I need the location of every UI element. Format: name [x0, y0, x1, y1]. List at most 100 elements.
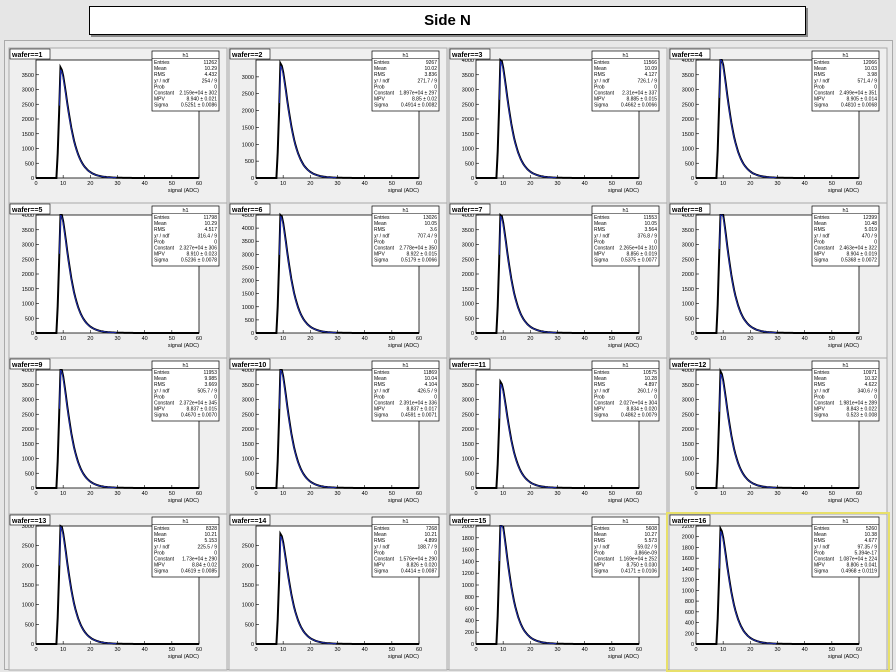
fit-curve — [279, 65, 337, 179]
stat-value: 4.104 — [424, 382, 437, 388]
stat-label: Mean — [154, 221, 167, 227]
stat-value: 2.372e+04 ± 345 — [179, 401, 217, 407]
stat-label: χ² / ndf — [374, 544, 390, 550]
x-tick-label: 50 — [389, 647, 395, 653]
y-tick-label: 2500 — [242, 92, 254, 98]
stat-label: Mean — [374, 376, 387, 382]
stat-value: 8.843 ± 0.022 — [846, 407, 877, 413]
panel-label-box — [229, 203, 271, 215]
stat-label: Sigma — [814, 413, 828, 419]
stat-value: 2.027e+04 ± 304 — [619, 401, 657, 407]
y-tick-label: 1800 — [682, 545, 694, 551]
y-tick-label: 500 — [245, 318, 254, 324]
x-tick-label: 0 — [34, 491, 37, 497]
stat-value: 0.4968 ± 0.0119 — [841, 569, 877, 575]
histogram-panel: 0 10 20 30 40 50 60 0 500 1000 1500 2000 2500 3000 350… — [668, 47, 888, 205]
panel-label: wafer==1 — [11, 52, 42, 59]
stat-value: 0 — [214, 394, 217, 400]
stat-label: Sigma — [374, 258, 388, 264]
y-tick-label: 3500 — [682, 228, 694, 234]
stats-box — [371, 50, 440, 112]
stat-label: Sigma — [594, 103, 608, 109]
stat-label: Sigma — [594, 258, 608, 264]
x-tick-label: 60 — [416, 647, 422, 653]
x-tick-label: 10 — [60, 491, 66, 497]
x-tick-label: 30 — [554, 491, 560, 497]
stat-label: Entries — [594, 526, 610, 532]
stat-value: 11553 — [643, 215, 657, 221]
histogram-panel: 0 10 20 30 40 50 60 0 500 1000 1500 2000 2500 3000 350… — [448, 202, 668, 360]
stat-label: Constant — [594, 557, 615, 563]
panel-label: wafer==11 — [451, 362, 486, 369]
panel-label: wafer==10 — [231, 362, 266, 369]
stat-label: Entries — [374, 60, 390, 66]
stat-label: Prob — [594, 84, 605, 90]
y-tick-label: 0 — [251, 176, 254, 182]
stat-label: Constant — [154, 557, 175, 563]
y-tick-label: 500 — [25, 622, 34, 628]
x-tick-label: 40 — [362, 336, 368, 342]
x-axis-label: signal (ADC) — [608, 343, 639, 349]
stat-label: Mean — [814, 532, 827, 538]
stat-value: 8.856 ± 0.019 — [626, 252, 657, 258]
y-tick-label: 2000 — [462, 427, 474, 433]
stat-value: 10.02 — [424, 66, 437, 72]
y-tick-label: 2500 — [682, 102, 694, 108]
y-tick-label: 3000 — [462, 88, 474, 94]
stat-label: χ² / ndf — [154, 544, 170, 550]
stats-title: h1 — [622, 363, 628, 369]
y-tick-label: 2000 — [462, 272, 474, 278]
y-tick-label: 2500 — [682, 412, 694, 418]
x-tick-label: 10 — [720, 181, 726, 187]
stat-value: 2.265e+04 ± 310 — [619, 246, 657, 252]
y-tick-label: 3000 — [242, 252, 254, 258]
stat-value: 0.5236 ± 0.0078 — [181, 258, 217, 264]
y-tick-label: 2000 — [22, 427, 34, 433]
y-tick-label: 3500 — [22, 228, 34, 234]
y-tick-label: 2500 — [22, 102, 34, 108]
stat-value: 0.5179 ± 0.0066 — [401, 258, 437, 264]
stat-value: 5.394e-17 — [854, 550, 877, 556]
x-tick-label: 40 — [362, 181, 368, 187]
x-tick-label: 20 — [527, 491, 533, 497]
x-tick-label: 50 — [609, 181, 615, 187]
x-tick-label: 20 — [307, 336, 313, 342]
histogram-panel: 0 10 20 30 40 50 60 0 500 1000 1500 2000 2500 3000 350… — [228, 202, 448, 360]
x-tick-label: 30 — [334, 491, 340, 497]
y-tick-label: 3500 — [22, 73, 34, 79]
x-tick-label: 50 — [609, 647, 615, 653]
panel-label: wafer==3 — [451, 52, 482, 59]
stat-value: 12066 — [863, 60, 877, 66]
x-tick-label: 10 — [280, 647, 286, 653]
y-tick-label: 1000 — [682, 302, 694, 308]
stats-box — [811, 516, 880, 578]
stat-label: RMS — [154, 538, 166, 544]
stats-box — [591, 516, 660, 578]
x-tick-label: 20 — [527, 181, 533, 187]
y-tick-label: 1000 — [462, 457, 474, 463]
y-tick-label: 500 — [25, 471, 34, 477]
stat-label: MPV — [374, 97, 386, 103]
x-tick-label: 0 — [694, 491, 697, 497]
stat-label: Sigma — [374, 413, 388, 419]
y-tick-label: 2000 — [242, 563, 254, 569]
x-tick-label: 40 — [142, 336, 148, 342]
stat-label: RMS — [374, 382, 386, 388]
x-tick-label: 60 — [856, 491, 862, 497]
stat-label: Constant — [154, 246, 175, 252]
x-tick-label: 0 — [474, 647, 477, 653]
x-tick-label: 20 — [747, 336, 753, 342]
stat-value: 4.127 — [644, 72, 657, 78]
y-tick-label: 400 — [465, 618, 474, 624]
x-tick-label: 50 — [169, 181, 175, 187]
stat-label: Constant — [154, 91, 175, 97]
x-tick-label: 60 — [416, 336, 422, 342]
y-tick-label: 4500 — [242, 213, 254, 219]
stats-box — [811, 50, 880, 112]
x-tick-label: 40 — [802, 181, 808, 187]
stats-title: h1 — [402, 208, 408, 214]
stat-value: 2.778e+04 ± 350 — [399, 246, 437, 252]
x-tick-label: 60 — [856, 181, 862, 187]
x-axis-label: signal (ADC) — [388, 188, 419, 194]
y-tick-label: 1400 — [462, 559, 474, 565]
